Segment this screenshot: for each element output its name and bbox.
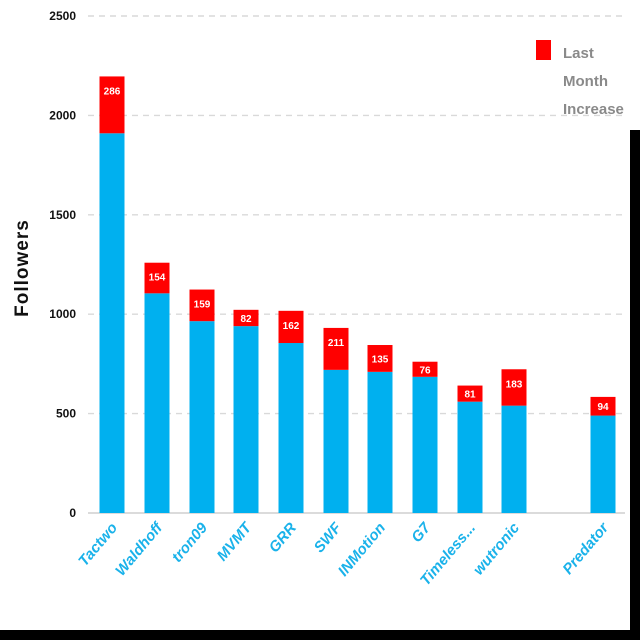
value-label: 183 xyxy=(506,379,523,390)
legend-label: Increase xyxy=(563,101,624,118)
bar-increase xyxy=(233,309,259,327)
bar-base xyxy=(233,326,259,513)
y-tick-label: 0 xyxy=(69,506,76,520)
bar-increase xyxy=(323,327,349,370)
bar-increase xyxy=(189,289,215,322)
x-tick-label: Waldhoff xyxy=(112,518,167,579)
y-axis-ticks: 0 500 1000 1500 2000 2500 xyxy=(49,9,76,520)
legend-label: Month xyxy=(563,73,608,90)
bar-base xyxy=(323,369,349,513)
bar-increase xyxy=(590,396,616,416)
y-axis-label: Followers xyxy=(12,219,33,317)
bar-base xyxy=(144,293,170,513)
bar-base xyxy=(457,401,483,513)
legend: Last Month Increase xyxy=(536,40,624,118)
bar-chart: 0 500 1000 1500 2000 2500 286 154 159 82 162 211 13… xyxy=(12,9,625,589)
x-tick-label: tron09 xyxy=(169,519,212,566)
y-tick-label: 1500 xyxy=(49,208,76,222)
x-tick-label: G7 xyxy=(408,519,434,546)
x-tick-label: wutronic xyxy=(470,519,524,578)
value-label: 159 xyxy=(194,300,211,311)
value-label: 211 xyxy=(328,338,345,349)
grid-lines xyxy=(88,15,625,514)
value-label: 286 xyxy=(104,86,121,97)
bar-base xyxy=(501,405,527,513)
value-label: 162 xyxy=(283,321,300,332)
bar-base xyxy=(412,376,438,513)
value-label: 76 xyxy=(419,365,431,376)
x-tick-label: Predator xyxy=(559,519,612,578)
value-label: 154 xyxy=(149,273,166,284)
bar-base xyxy=(99,133,125,514)
legend-label: Last xyxy=(563,45,594,62)
bars: 286 154 159 82 162 211 135 76 81 183 94 xyxy=(99,76,616,514)
bar-increase xyxy=(99,76,125,134)
bar-increase xyxy=(367,345,393,372)
bar-increase xyxy=(144,262,170,294)
bar-increase xyxy=(278,310,304,344)
chart-area: 0 500 1000 1500 2000 2500 286 154 159 82 162 211 13… xyxy=(0,0,630,630)
value-label: 94 xyxy=(597,402,609,413)
x-tick-label: Tactwo xyxy=(75,520,121,570)
value-label: 82 xyxy=(240,314,252,325)
bar-base xyxy=(590,415,616,513)
x-tick-label: GRR xyxy=(266,520,301,557)
x-tick-label: INMotion xyxy=(335,520,389,580)
x-tick-label: SWF xyxy=(311,519,346,556)
y-tick-label: 2000 xyxy=(49,108,76,122)
bar-increase xyxy=(501,369,527,406)
legend-swatch-increase xyxy=(536,40,551,60)
y-tick-label: 500 xyxy=(56,407,76,421)
y-tick-label: 2500 xyxy=(49,9,76,23)
bar-increase xyxy=(457,385,483,402)
bar-base xyxy=(278,343,304,513)
x-tick-label: MVMT xyxy=(214,518,257,564)
y-tick-label: 1000 xyxy=(49,307,76,321)
bar-increase xyxy=(412,361,438,377)
background-strip xyxy=(630,0,640,130)
value-label: 135 xyxy=(372,354,389,365)
bar-base xyxy=(189,321,215,513)
value-label: 81 xyxy=(464,390,476,401)
bar-base xyxy=(367,371,393,513)
